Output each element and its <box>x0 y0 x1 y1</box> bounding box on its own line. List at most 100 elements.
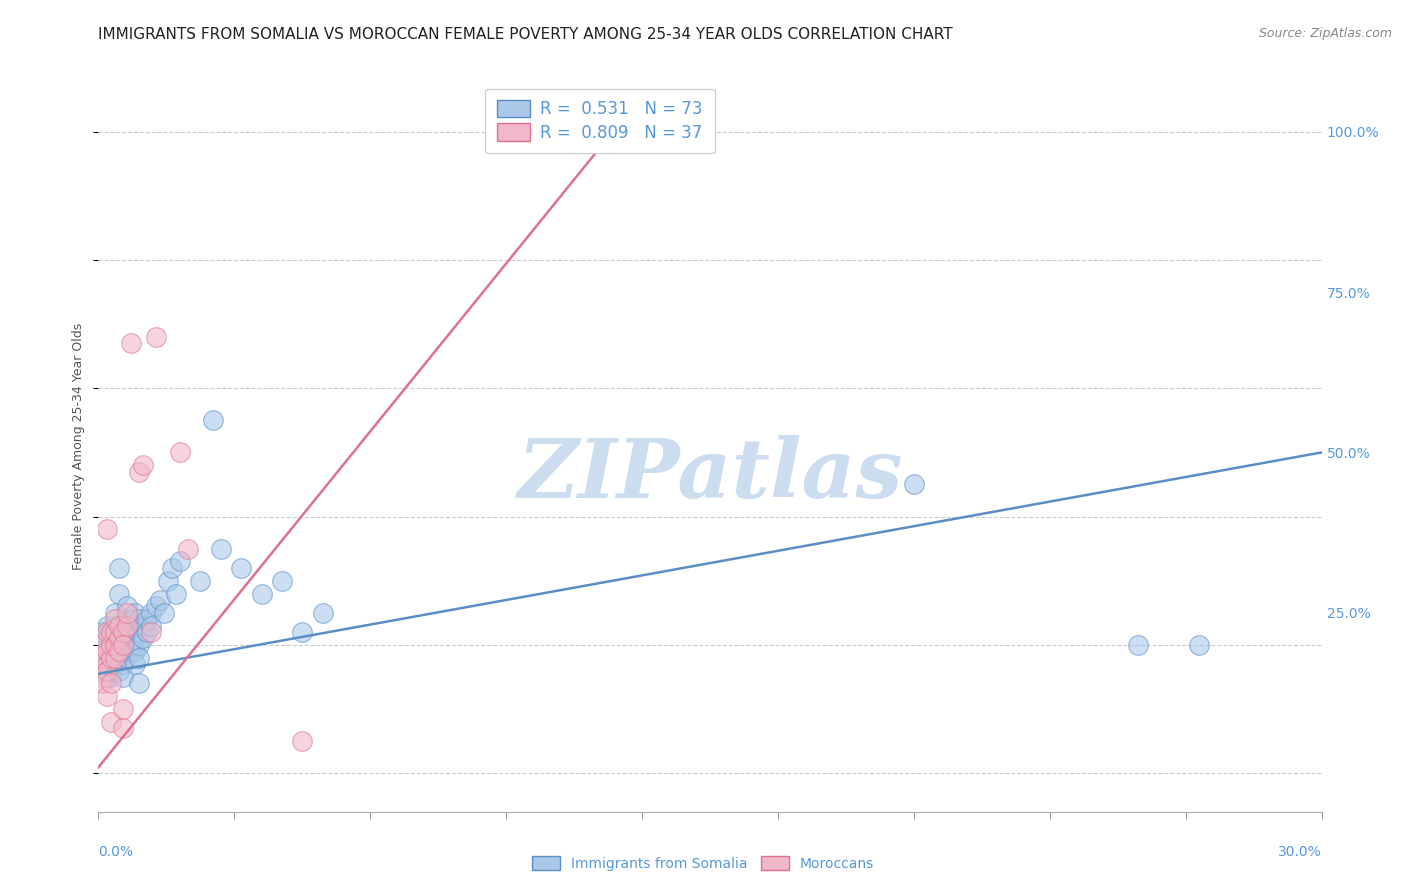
Point <box>312 606 335 620</box>
Point <box>104 632 127 646</box>
Point <box>91 676 114 690</box>
Text: ZIPatlas: ZIPatlas <box>517 435 903 516</box>
Point <box>115 618 138 632</box>
Point <box>115 606 138 620</box>
Point <box>291 734 314 748</box>
Point <box>156 574 179 588</box>
Point <box>108 638 131 652</box>
Point <box>132 618 155 632</box>
Point <box>96 657 118 672</box>
Point <box>111 644 134 658</box>
Legend: R =  0.531   N = 73, R =  0.809   N = 37: R = 0.531 N = 73, R = 0.809 N = 37 <box>485 88 714 153</box>
Point <box>145 599 167 614</box>
Point <box>141 618 163 632</box>
Point <box>108 632 131 646</box>
Point <box>100 714 122 729</box>
Point <box>91 650 114 665</box>
Point <box>96 657 118 672</box>
Point <box>96 690 118 704</box>
Point <box>100 638 122 652</box>
Point <box>128 465 150 479</box>
Point <box>100 650 122 665</box>
Point <box>188 574 212 588</box>
Point <box>250 586 273 600</box>
Point <box>160 561 183 575</box>
Point <box>108 618 131 632</box>
Point <box>111 618 134 632</box>
Point <box>141 625 163 640</box>
Point <box>104 638 127 652</box>
Point <box>124 657 146 672</box>
Point <box>104 644 127 658</box>
Point <box>124 632 146 646</box>
Point <box>1188 638 1211 652</box>
Point <box>115 612 138 626</box>
Point <box>91 625 114 640</box>
Point <box>104 612 127 626</box>
Point <box>149 593 172 607</box>
Point <box>136 612 159 626</box>
Point <box>903 477 925 491</box>
Point <box>104 650 127 665</box>
Point <box>100 676 122 690</box>
Point <box>128 676 150 690</box>
Point <box>108 561 131 575</box>
Point <box>120 625 142 640</box>
Text: Source: ZipAtlas.com: Source: ZipAtlas.com <box>1258 27 1392 40</box>
Legend: Immigrants from Somalia, Moroccans: Immigrants from Somalia, Moroccans <box>526 850 880 876</box>
Point <box>141 606 163 620</box>
Point <box>209 541 232 556</box>
Point <box>132 632 155 646</box>
Point <box>108 625 131 640</box>
Point <box>96 664 118 678</box>
Point <box>115 625 138 640</box>
Point <box>91 664 114 678</box>
Point <box>96 632 118 646</box>
Point <box>128 650 150 665</box>
Point <box>104 606 127 620</box>
Point <box>169 445 191 459</box>
Point <box>91 650 114 665</box>
Point <box>91 638 114 652</box>
Point <box>169 554 191 568</box>
Point <box>128 612 150 626</box>
Point <box>100 638 122 652</box>
Point <box>124 644 146 658</box>
Point <box>91 638 114 652</box>
Point <box>111 638 134 652</box>
Point <box>120 644 142 658</box>
Point <box>100 625 122 640</box>
Point <box>145 330 167 344</box>
Point <box>108 644 131 658</box>
Point <box>100 664 122 678</box>
Point <box>100 625 122 640</box>
Point <box>576 125 599 139</box>
Point <box>96 644 118 658</box>
Point <box>124 606 146 620</box>
Point <box>96 625 118 640</box>
Point <box>132 458 155 473</box>
Point <box>96 644 118 658</box>
Point <box>120 638 142 652</box>
Point <box>124 618 146 632</box>
Point <box>120 612 142 626</box>
Point <box>177 541 200 556</box>
Point <box>104 657 127 672</box>
Y-axis label: Female Poverty Among 25-34 Year Olds: Female Poverty Among 25-34 Year Olds <box>72 322 86 570</box>
Point <box>108 650 131 665</box>
Point <box>96 670 118 684</box>
Point <box>108 586 131 600</box>
Point <box>165 586 187 600</box>
Point <box>128 625 150 640</box>
Point <box>96 618 118 632</box>
Point <box>270 574 294 588</box>
Point <box>1128 638 1150 652</box>
Point <box>136 625 159 640</box>
Point <box>120 336 142 351</box>
Text: 0.0%: 0.0% <box>98 845 134 859</box>
Point <box>231 561 253 575</box>
Point <box>91 670 114 684</box>
Point <box>291 625 314 640</box>
Point <box>152 606 174 620</box>
Text: 30.0%: 30.0% <box>1278 845 1322 859</box>
